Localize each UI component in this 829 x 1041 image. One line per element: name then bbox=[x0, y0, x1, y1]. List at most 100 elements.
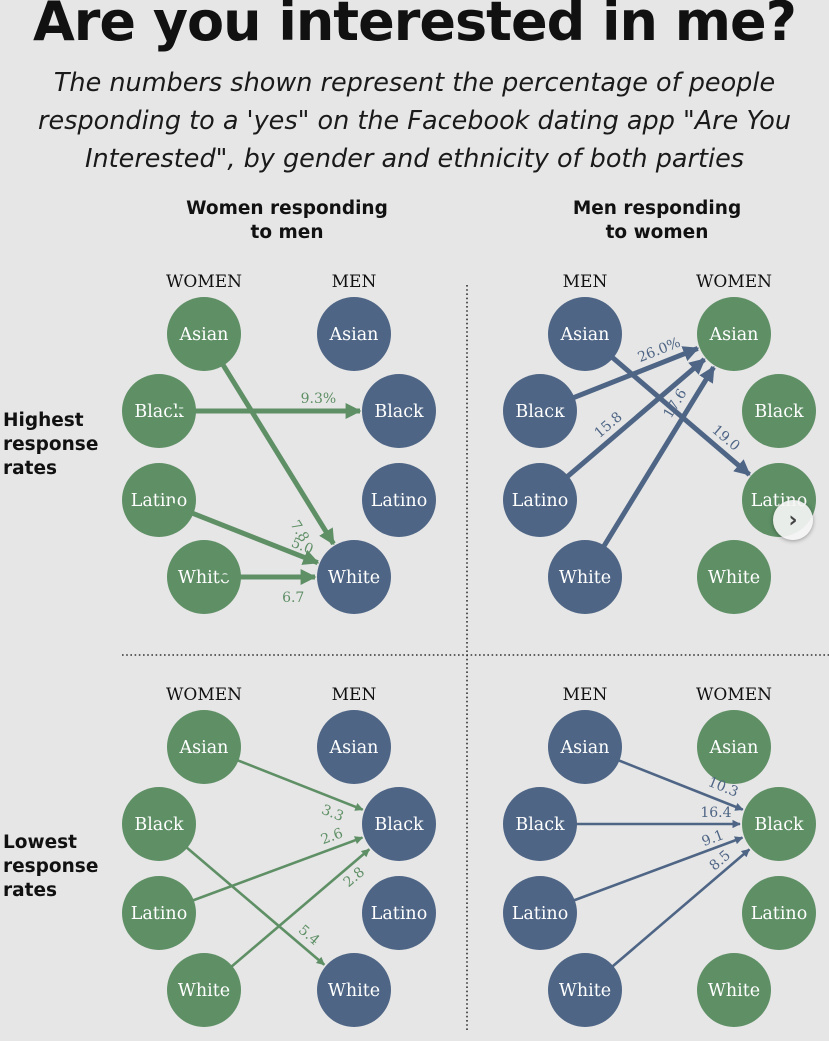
chart-subtitle: The numbers shown represent the percenta… bbox=[37, 68, 791, 174]
arrow-asian-to-white: 7.8 bbox=[208, 342, 336, 546]
panel-highest-women-to-men: WOMEN MEN Asian Black Latino White Asian Black L… bbox=[122, 272, 436, 614]
arrow-value-label: 19.0 bbox=[709, 422, 743, 454]
node-left-latino: Latino bbox=[122, 876, 196, 950]
panel-lowest-women-to-men: WOMEN MEN Asian Black Latino White Asian Black L… bbox=[122, 685, 436, 1027]
arrow-asian-to-black: 10.3 bbox=[610, 756, 744, 811]
node-right-black: Black bbox=[742, 787, 816, 861]
panel-right-header: MEN bbox=[332, 272, 377, 292]
arrow-white-to-asian: 17.6 bbox=[589, 365, 716, 569]
row-label-highest: rates bbox=[3, 458, 57, 479]
column-header-men-to-women: Men responding bbox=[573, 198, 741, 219]
node-label: Asian bbox=[560, 738, 610, 758]
arrow-line bbox=[589, 365, 716, 569]
node-label: Black bbox=[754, 815, 804, 835]
node-right-asian: Asian bbox=[697, 297, 771, 371]
arrow-line bbox=[565, 836, 744, 905]
arrow-latino-to-black: 9.1 bbox=[565, 827, 744, 905]
node-right-white: White bbox=[317, 540, 391, 614]
column-header-women-to-men: to men bbox=[251, 222, 324, 243]
node-label: Latino bbox=[751, 904, 808, 924]
arrow-black-to-black: 9.3% bbox=[171, 391, 362, 420]
node-left-white: White bbox=[548, 540, 622, 614]
node-label: Latino bbox=[371, 904, 428, 924]
node-label: Black bbox=[374, 815, 424, 835]
node-label: Black bbox=[515, 815, 565, 835]
node-label: Asian bbox=[179, 325, 229, 345]
panel-left-header: WOMEN bbox=[166, 272, 242, 292]
row-label-highest: Highest bbox=[3, 410, 84, 431]
node-label: White bbox=[708, 568, 760, 588]
column-header-men-to-women: to women bbox=[606, 222, 709, 243]
chart-title: Are you interested in me? bbox=[32, 0, 797, 53]
arrow-white-to-black: 2.8 bbox=[224, 848, 371, 973]
node-label: Black bbox=[134, 815, 184, 835]
node-label: Latino bbox=[371, 491, 428, 511]
node-left-black: Black bbox=[503, 374, 577, 448]
node-right-black: Black bbox=[362, 374, 436, 448]
node-left-asian: Asian bbox=[167, 297, 241, 371]
arrow-line bbox=[184, 836, 364, 905]
node-label: White bbox=[178, 981, 230, 1001]
row-label-highest: response bbox=[3, 434, 98, 455]
arrow-value-label: 2.8 bbox=[341, 864, 368, 891]
next-slide-button[interactable]: › bbox=[773, 500, 813, 540]
arrow-value-label: 8.5 bbox=[707, 848, 734, 875]
arrow-value-label: 5.0 bbox=[289, 535, 316, 558]
node-label: Black bbox=[374, 402, 424, 422]
node-label: Asian bbox=[329, 325, 379, 345]
node-label: White bbox=[328, 981, 380, 1001]
panel-left-header: WOMEN bbox=[166, 685, 242, 705]
arrow-value-label: 16.4 bbox=[700, 805, 731, 821]
column-header-women-to-men: Women responding bbox=[186, 198, 388, 219]
node-label: Black bbox=[134, 402, 184, 422]
panel-right-header: WOMEN bbox=[696, 685, 772, 705]
arrow-value-label: 6.7 bbox=[282, 590, 304, 606]
arrow-value-label: 9.3% bbox=[301, 391, 337, 407]
node-left-black: Black bbox=[122, 374, 196, 448]
arrow-black-to-black: 16.4 bbox=[568, 805, 741, 829]
row-label-lowest: rates bbox=[3, 880, 57, 901]
node-left-latino: Latino bbox=[122, 463, 196, 537]
arrow-value-label: 2.6 bbox=[319, 825, 346, 848]
node-left-latino: Latino bbox=[503, 876, 577, 950]
node-right-white: White bbox=[697, 953, 771, 1027]
arrow-line bbox=[229, 756, 364, 811]
panel-lowest-men-to-women: MEN WOMEN Asian Black Latino White Asian Black L… bbox=[503, 685, 816, 1027]
node-label: Asian bbox=[179, 738, 229, 758]
node-label: Latino bbox=[131, 904, 188, 924]
arrow-line bbox=[592, 339, 751, 477]
panel-highest-men-to-women: MEN WOMENAsianBlackLatinoWhiteAsianBlackL… bbox=[503, 272, 816, 614]
arrow-line bbox=[610, 756, 744, 811]
panel-left-header: MEN bbox=[563, 685, 608, 705]
node-right-latino: Latino bbox=[362, 463, 436, 537]
arrow-latino-to-white: 5.0 bbox=[169, 502, 320, 566]
node-left-latino: Latino bbox=[503, 463, 577, 537]
panel-left-header: MEN bbox=[563, 272, 608, 292]
node-label: White bbox=[708, 981, 760, 1001]
node-right-asian: Asian bbox=[697, 710, 771, 784]
arrow-value-label: 9.1 bbox=[700, 827, 726, 850]
node-label: White bbox=[328, 568, 380, 588]
arrow-line bbox=[179, 841, 326, 966]
node-left-asian: Asian bbox=[167, 710, 241, 784]
node-right-latino: Latino bbox=[362, 876, 436, 950]
arrow-line bbox=[605, 848, 751, 973]
row-label-lowest: Lowest bbox=[3, 832, 77, 853]
arrow-line bbox=[547, 357, 706, 495]
panel-right-header: WOMEN bbox=[696, 272, 772, 292]
arrow-line bbox=[169, 502, 320, 566]
node-left-black: Black bbox=[122, 787, 196, 861]
node-label: White bbox=[178, 568, 230, 588]
node-left-asian: Asian bbox=[548, 710, 622, 784]
node-right-black: Black bbox=[742, 374, 816, 448]
node-right-asian: Asian bbox=[317, 710, 391, 784]
node-right-white: White bbox=[697, 540, 771, 614]
node-right-latino: Latino bbox=[742, 876, 816, 950]
node-left-white: White bbox=[167, 540, 241, 614]
node-left-white: White bbox=[167, 953, 241, 1027]
node-label: White bbox=[559, 981, 611, 1001]
node-label: Latino bbox=[512, 904, 569, 924]
arrow-latino-to-black: 2.6 bbox=[184, 825, 364, 905]
node-label: Latino bbox=[512, 491, 569, 511]
node-label: Asian bbox=[709, 325, 759, 345]
